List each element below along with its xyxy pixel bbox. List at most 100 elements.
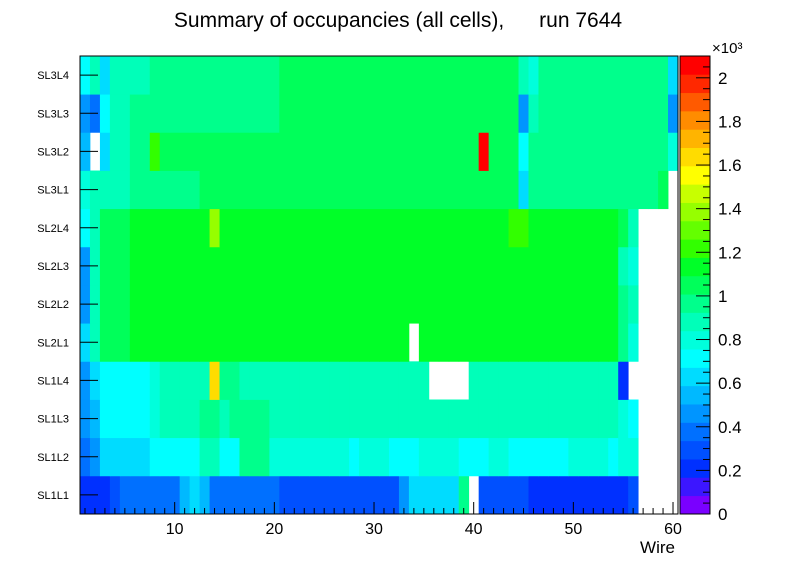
heatmap-cell bbox=[179, 475, 191, 515]
heatmap-cell bbox=[628, 246, 639, 286]
heatmap-cell bbox=[109, 285, 121, 324]
heatmap-cell bbox=[149, 285, 161, 324]
heatmap-cell bbox=[518, 208, 529, 248]
heatmap-cell bbox=[379, 246, 390, 286]
heatmap-cell bbox=[408, 437, 420, 477]
colorbar-band bbox=[680, 367, 710, 387]
heatmap-cell bbox=[458, 285, 470, 324]
heatmap-cell bbox=[169, 56, 181, 95]
heatmap-cell bbox=[648, 132, 659, 171]
heatmap-cell bbox=[608, 399, 619, 439]
heatmap-cell bbox=[568, 246, 579, 286]
heatmap-cell bbox=[359, 94, 370, 133]
heatmap-cell bbox=[249, 475, 260, 515]
heatmap-cell bbox=[608, 170, 619, 210]
y-tick-label: SL2L1 bbox=[37, 337, 69, 349]
heatmap-cell bbox=[369, 246, 380, 286]
heatmap-cell bbox=[119, 132, 131, 171]
heatmap-cell bbox=[249, 361, 260, 400]
heatmap-cell bbox=[169, 437, 181, 477]
heatmap-cell bbox=[618, 94, 629, 133]
heatmap-cell bbox=[588, 475, 599, 515]
heatmap-cell bbox=[239, 361, 250, 400]
heatmap-cell bbox=[508, 399, 519, 439]
heatmap-cell bbox=[668, 94, 679, 133]
y-tick-label: SL2L4 bbox=[37, 223, 69, 235]
heatmap-cell bbox=[279, 246, 290, 286]
heatmap-cell bbox=[289, 475, 300, 515]
heatmap-cell bbox=[309, 132, 320, 171]
heatmap-cell bbox=[319, 361, 330, 400]
heatmap-cell bbox=[289, 94, 300, 133]
heatmap-cell bbox=[658, 94, 669, 133]
heatmap-cell bbox=[628, 56, 639, 95]
heatmap-cell bbox=[518, 437, 529, 477]
heatmap-cell bbox=[548, 361, 559, 400]
heatmap-cell bbox=[428, 56, 440, 95]
heatmap-cell bbox=[548, 246, 559, 286]
heatmap-cell bbox=[329, 170, 340, 210]
heatmap-cell bbox=[289, 361, 300, 400]
heatmap-cell bbox=[508, 56, 519, 95]
heatmap-cell bbox=[538, 285, 549, 324]
heatmap-cell bbox=[418, 246, 430, 286]
colorbar-band bbox=[680, 56, 710, 75]
heatmap-cell bbox=[548, 170, 559, 210]
heatmap-cell bbox=[548, 399, 559, 439]
heatmap-cell bbox=[359, 323, 370, 362]
heatmap-cell bbox=[339, 132, 350, 171]
heatmap-cell bbox=[428, 475, 440, 515]
heatmap-cell bbox=[369, 56, 380, 95]
heatmap-cell bbox=[109, 399, 121, 439]
heatmap-cell bbox=[149, 437, 161, 477]
heatmap-cell bbox=[538, 94, 549, 133]
heatmap-cell bbox=[129, 170, 141, 210]
heatmap-cell bbox=[468, 94, 480, 133]
heatmap-cell bbox=[518, 361, 529, 400]
heatmap-cell bbox=[199, 361, 210, 400]
heatmap-cell bbox=[478, 285, 490, 324]
heatmap-cell bbox=[398, 399, 410, 439]
heatmap-cell bbox=[438, 285, 450, 324]
heatmap-cell bbox=[199, 94, 210, 133]
heatmap-cell bbox=[349, 437, 360, 477]
heatmap-cell bbox=[658, 56, 669, 95]
heatmap-cell bbox=[349, 285, 360, 324]
heatmap-cell bbox=[219, 399, 230, 439]
heatmap-cell bbox=[498, 94, 509, 133]
heatmap-cell bbox=[179, 56, 191, 95]
heatmap-cell bbox=[269, 361, 280, 400]
heatmap-cell bbox=[159, 399, 171, 439]
heatmap-cell bbox=[508, 475, 519, 515]
heatmap-cell bbox=[259, 94, 270, 133]
heatmap-cell bbox=[199, 399, 210, 439]
heatmap-cell bbox=[239, 208, 250, 248]
heatmap-cell bbox=[498, 475, 509, 515]
y-tick-label: SL2L3 bbox=[37, 261, 69, 273]
heatmap-cell bbox=[359, 399, 370, 439]
heatmap-cell bbox=[279, 323, 290, 362]
heatmap-cell bbox=[408, 94, 420, 133]
heatmap-cell bbox=[179, 437, 191, 477]
y-tick-label: SL3L4 bbox=[37, 70, 69, 82]
heatmap-cell bbox=[189, 437, 200, 477]
heatmap-cell bbox=[289, 56, 300, 95]
heatmap-cell bbox=[329, 208, 340, 248]
heatmap-cell bbox=[478, 94, 490, 133]
heatmap-cell bbox=[408, 246, 420, 286]
heatmap-cell bbox=[588, 285, 599, 324]
heatmap-cell bbox=[209, 361, 220, 400]
heatmap-cell bbox=[289, 208, 300, 248]
heatmap-cell bbox=[438, 56, 450, 95]
heatmap-cell bbox=[628, 323, 639, 362]
heatmap-cell bbox=[329, 56, 340, 95]
heatmap-cell bbox=[578, 361, 589, 400]
heatmap-cell bbox=[568, 285, 579, 324]
heatmap-cell bbox=[468, 132, 480, 171]
heatmap-cell bbox=[448, 323, 460, 362]
colorbar-band bbox=[680, 440, 710, 460]
heatmap-cell bbox=[588, 132, 599, 171]
heatmap-cell bbox=[398, 94, 410, 133]
heatmap-cell bbox=[618, 475, 629, 515]
